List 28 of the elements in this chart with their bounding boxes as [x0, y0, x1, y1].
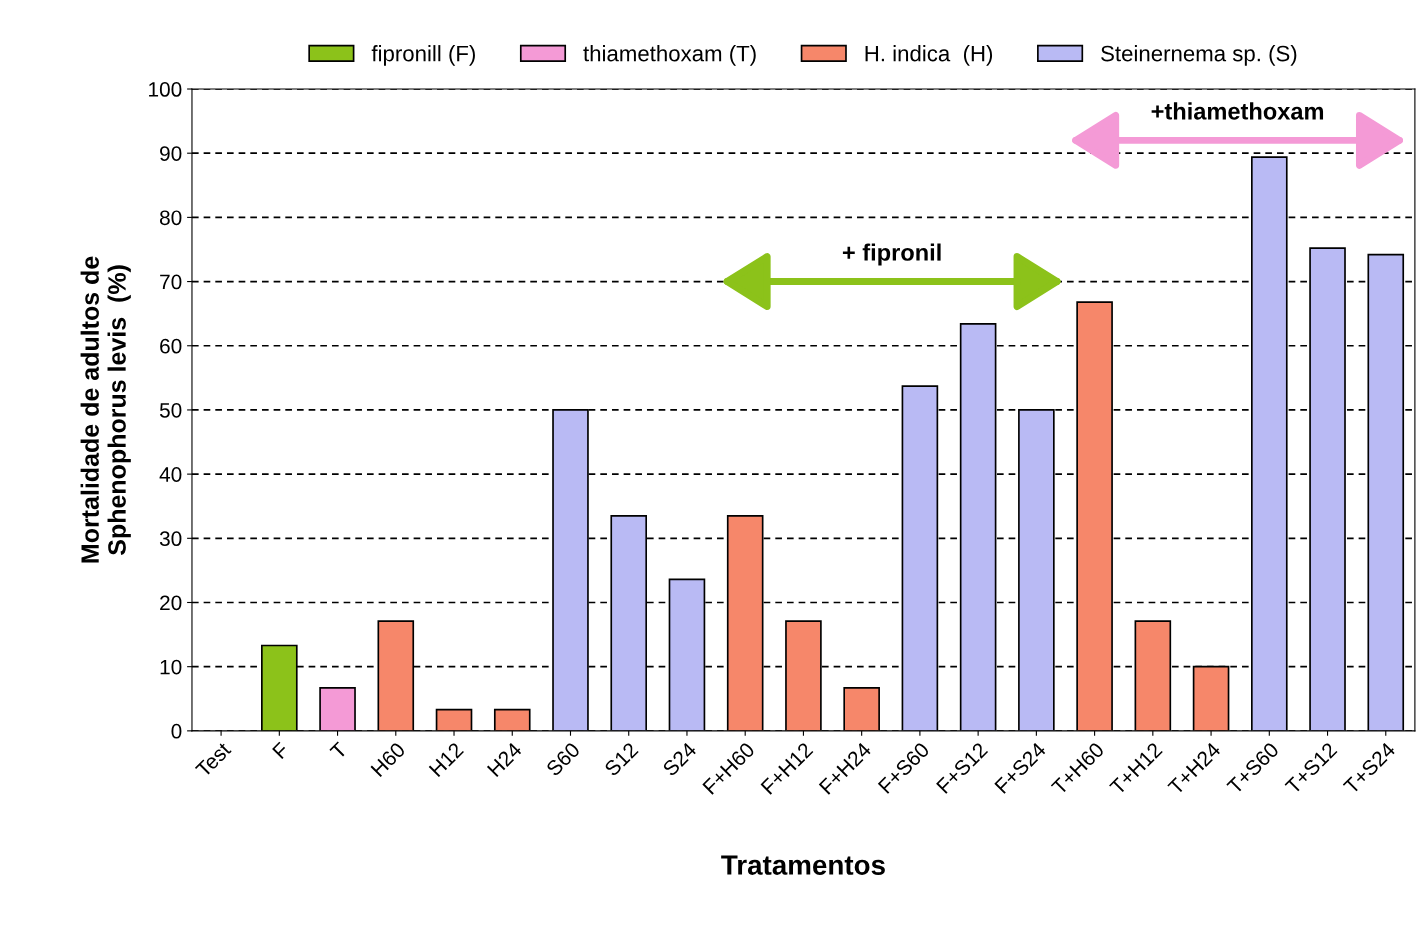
annotation: +thiamethoxam — [1151, 102, 1324, 120]
y-tick-label: 100 — [149, 82, 182, 97]
y-tick-label: 40 — [159, 467, 182, 482]
x-tick-label: T — [329, 741, 348, 760]
y-tick-label: 50 — [159, 402, 182, 418]
y-tick-label: 20 — [160, 595, 182, 611]
x-tick-label: Test — [194, 741, 232, 779]
legend-label: thiamethoxam (T) — [583, 45, 756, 66]
x-tick-label: H12 — [428, 741, 464, 778]
y-tick-label: 0 — [171, 723, 182, 739]
y-tick-label: 70 — [160, 274, 182, 290]
y-tick-label: 80 — [159, 210, 182, 226]
annotation: + fipronil — [842, 243, 941, 266]
y-tick-label: 60 — [160, 338, 182, 354]
y-tick-label: 10 — [160, 659, 182, 675]
x-tick-label: F — [272, 741, 290, 760]
y-axis-title: Mortalidade de adultos de Sphenophorus levis (%) — [80, 256, 131, 563]
x-tick-label: H24 — [486, 741, 523, 778]
y-tick-label: 90 — [160, 146, 182, 161]
x-tick-label: H60 — [370, 741, 407, 778]
x-tick-label: S12 — [603, 741, 639, 777]
legend-label: Steinernema sp. (S) — [1101, 45, 1297, 66]
legend-label: H. indica (H) — [865, 45, 993, 66]
x-tick-label: S60 — [545, 741, 581, 777]
y-tick-label: 30 — [159, 531, 182, 547]
legend-label: fipronill (F) — [371, 45, 475, 66]
x-axis-title: Tratamentos — [721, 855, 885, 875]
x-tick-label: S24 — [661, 741, 698, 777]
